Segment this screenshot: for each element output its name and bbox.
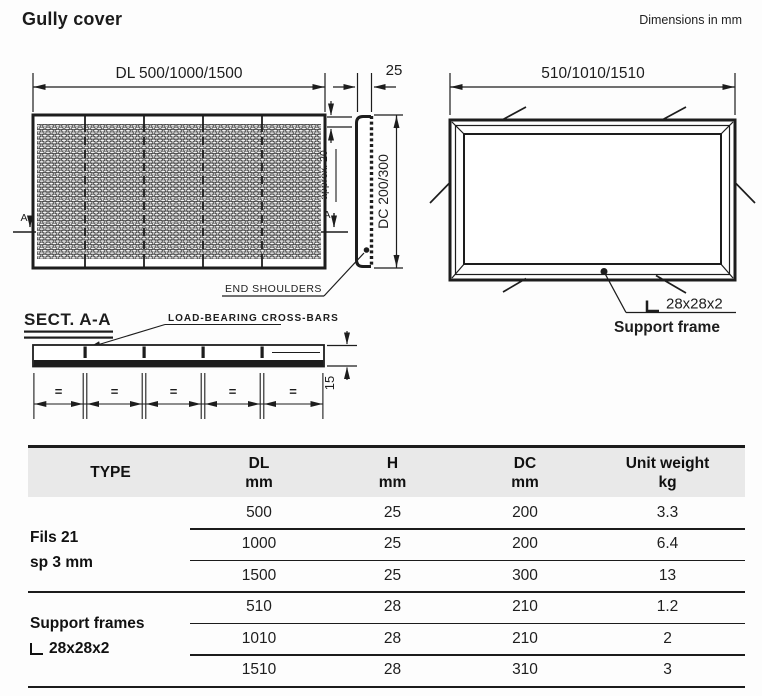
end-shoulders-callout bbox=[222, 252, 365, 297]
frame-profile-label: 28x28x2 bbox=[666, 296, 723, 313]
table-row: 500 25 200 3.3 bbox=[246, 503, 679, 521]
row-separator bbox=[190, 559, 745, 562]
table-row: 1500 25 300 13 bbox=[241, 566, 677, 584]
svg-text:=: = bbox=[55, 384, 63, 399]
support-frame-view: 510/1010/1510 bbox=[429, 65, 756, 336]
section-cut-marker-right: A bbox=[321, 209, 348, 233]
col-header-h: H mm bbox=[378, 454, 407, 491]
section-cut-marker-left: A bbox=[13, 212, 36, 233]
weld-ticks bbox=[429, 106, 756, 294]
crossbars-callout bbox=[88, 323, 281, 349]
row-separator bbox=[190, 622, 745, 625]
units-note: Dimensions in mm bbox=[639, 13, 742, 27]
crossbar-sections bbox=[83, 346, 264, 358]
grating-side-view: 25 DC 200/300 END SHOULDERS bbox=[222, 62, 403, 297]
group-separator bbox=[28, 591, 745, 593]
col-header-dc: DC mm bbox=[511, 454, 539, 491]
page-title: Gully cover bbox=[22, 9, 123, 29]
equal-marks: = = = = = bbox=[55, 384, 298, 399]
thickness-dimension bbox=[333, 73, 396, 112]
section-aa-view: SECT. A-A LOAD-BEARING CROSS-BARS bbox=[24, 310, 357, 419]
miter-joints bbox=[451, 121, 734, 279]
dl-dimension-label: DL 500/1000/1500 bbox=[116, 65, 243, 82]
row-separator bbox=[190, 528, 745, 530]
crossbar-stubs bbox=[84, 115, 263, 268]
frame-length-dimension bbox=[449, 73, 736, 115]
bar-height-label: 15 bbox=[322, 376, 337, 390]
table-bottom-border bbox=[28, 685, 745, 689]
spec-table: TYPE DL mm H mm DC mm Unit weight kg Fil… bbox=[28, 445, 745, 693]
row-separator bbox=[190, 654, 745, 656]
technical-drawing: DL 500/1000/1500 A A bbox=[13, 62, 756, 419]
svg-text:=: = bbox=[111, 384, 119, 399]
dl-dimension bbox=[32, 73, 326, 112]
depth-dimension bbox=[374, 114, 403, 269]
col-header-weight: Unit weight kg bbox=[625, 454, 710, 491]
frame-callout-leader bbox=[604, 274, 736, 314]
crossbar-hidden-lines bbox=[84, 124, 263, 259]
section-title: SECT. A-A bbox=[24, 310, 111, 329]
crossbars-label: LOAD-BEARING CROSS-BARS bbox=[168, 313, 339, 324]
frame-caption: Support frame bbox=[614, 319, 720, 336]
col-header-type: TYPE bbox=[90, 464, 131, 481]
end-shoulder-dot bbox=[363, 247, 370, 253]
frame-callout-dot bbox=[600, 268, 608, 275]
group-label-grating: Fils 21 sp 3 mm bbox=[30, 529, 93, 571]
equal-spacing-dimension bbox=[33, 373, 324, 419]
svg-text:=: = bbox=[170, 384, 178, 399]
svg-text:=: = bbox=[289, 384, 297, 399]
depth-dimension-label: DC 200/300 bbox=[375, 154, 391, 229]
svg-text:=: = bbox=[229, 384, 237, 399]
shoulder-dimension bbox=[327, 101, 352, 202]
angle-profile-icon bbox=[645, 300, 659, 313]
grating-front-view: DL 500/1000/1500 A A bbox=[13, 65, 352, 270]
table-row: 1510 28 310 3 bbox=[241, 661, 672, 678]
svg-text:A: A bbox=[323, 209, 330, 221]
shoulder-dimension-label: approx. 20 bbox=[318, 150, 330, 200]
table-row: 1010 28 210 2 bbox=[241, 629, 672, 647]
svg-text:A: A bbox=[20, 212, 27, 224]
grating-mesh bbox=[37, 124, 321, 259]
col-header-dl: DL mm bbox=[245, 454, 273, 491]
frame-length-label: 510/1010/1510 bbox=[541, 65, 645, 82]
group-label-frames: Support frames 28x28x2 bbox=[30, 615, 145, 657]
thickness-dimension-label: 25 bbox=[386, 62, 403, 79]
end-shoulders-label: END SHOULDERS bbox=[225, 283, 322, 295]
table-row: 1000 25 200 6.4 bbox=[241, 535, 679, 552]
table-row: 510 28 210 1.2 bbox=[246, 598, 679, 615]
bar-height-dimension bbox=[327, 331, 357, 380]
table-top-border bbox=[28, 445, 745, 448]
angle-profile-icon bbox=[30, 643, 43, 655]
table-header-row: TYPE DL mm H mm DC mm Unit weight kg bbox=[28, 448, 745, 497]
